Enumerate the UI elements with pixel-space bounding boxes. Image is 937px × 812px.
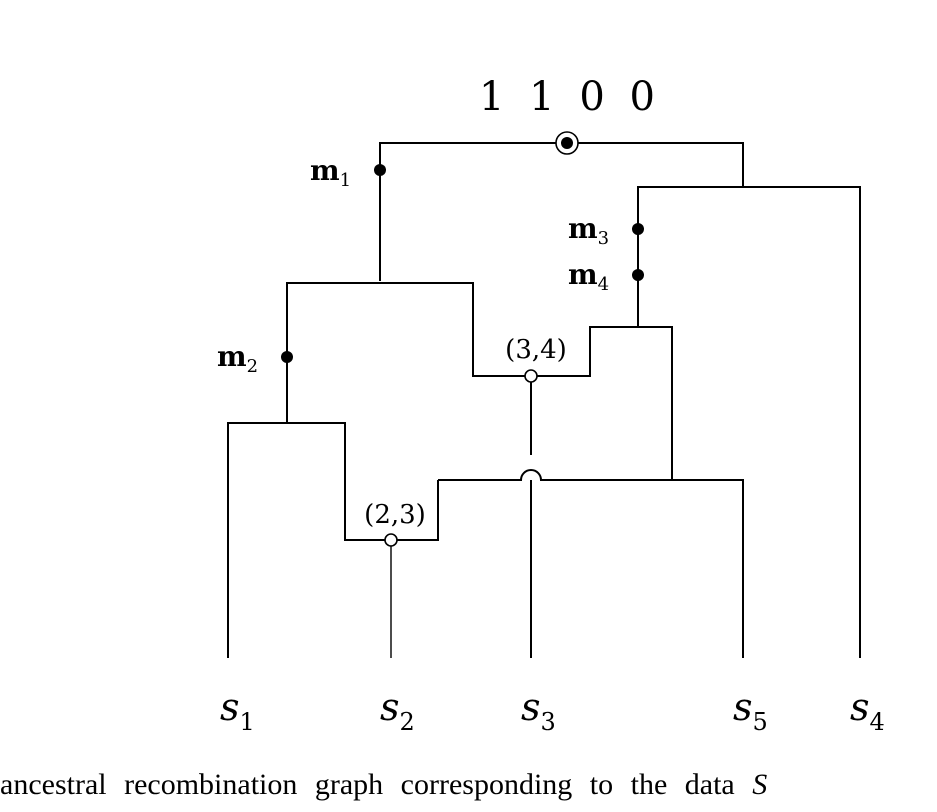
mutation-dot-m3 [632, 223, 644, 235]
leaf-label-s3: s3 [521, 685, 556, 736]
leaf-label-s1: s1 [220, 685, 255, 736]
mutation-dot-m1 [374, 164, 386, 176]
mutation-dot-m4 [632, 269, 644, 281]
caption-variable: S [752, 768, 768, 801]
mutation-dot-m2 [281, 351, 293, 363]
right-subtree-edge [637, 186, 861, 658]
recombination-node-2-3 [384, 533, 398, 547]
caption-text: ancestral recombination graph correspond… [0, 768, 735, 801]
mutation-label-m2: m2 [217, 340, 258, 377]
crossing-edge [438, 469, 744, 658]
leaf-label-s2: s2 [380, 685, 415, 736]
figure-caption: ancestral recombination graph correspond… [0, 768, 937, 802]
s1-edge [227, 422, 439, 658]
mutation-label-m1: m1 [310, 154, 351, 191]
mutation-label-m3: m3 [568, 212, 609, 249]
recombination-label-3-4: (3,4) [505, 335, 567, 365]
leaf-label-s4: s4 [850, 685, 885, 736]
mutation-label-m4: m4 [568, 258, 609, 295]
root-marker-core [561, 137, 573, 149]
recombination-node-3-4 [524, 369, 538, 383]
recombination-label-2-3: (2,3) [364, 500, 426, 530]
leaf-label-s5: s5 [733, 685, 768, 736]
root-edge [379, 142, 744, 281]
root-sequence-label: 1 1 0 0 [479, 74, 661, 120]
